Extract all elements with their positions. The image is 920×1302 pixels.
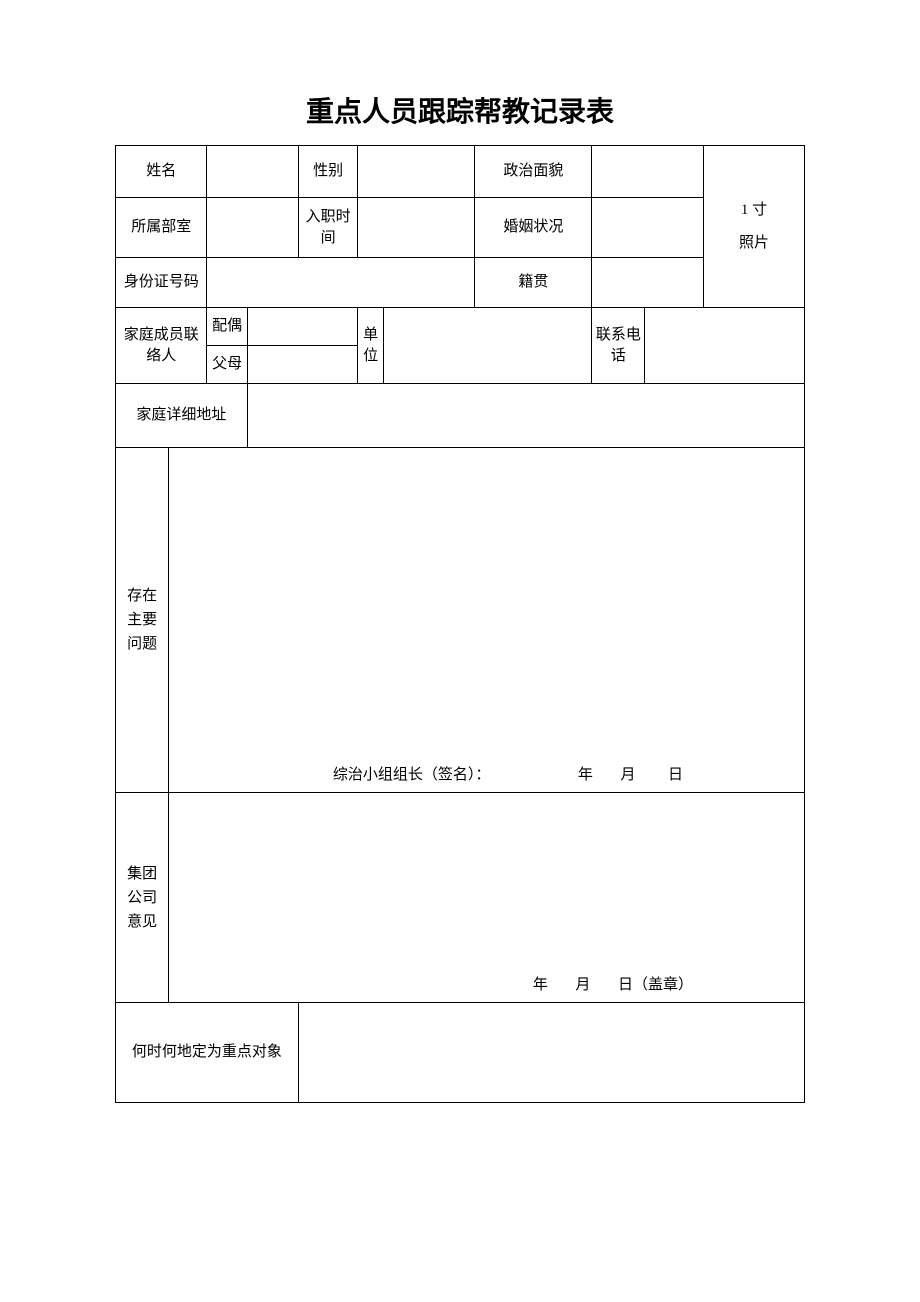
label-spouse: 配偶 bbox=[207, 308, 247, 346]
value-main-issues bbox=[169, 448, 805, 753]
page-title: 重点人员跟踪帮教记录表 bbox=[115, 90, 805, 130]
value-department bbox=[207, 198, 298, 258]
label-key-target: 何时何地定为重点对象 bbox=[116, 1003, 299, 1103]
photo-cell: 1 寸 照片 bbox=[703, 146, 804, 308]
sig-label: 综治小组组长（签名）： bbox=[333, 767, 491, 783]
seal-month: 月 bbox=[575, 977, 590, 993]
sig-month: 月 bbox=[620, 767, 635, 783]
label-department: 所属部室 bbox=[116, 198, 207, 258]
label-marital: 婚姻状况 bbox=[475, 198, 592, 258]
record-table: 姓名 性别 政治面貌 1 寸 照片 所属部室 入职时 间 婚姻状况 身份证号 bbox=[115, 145, 805, 1103]
seal-day: 日（盖章） bbox=[618, 977, 693, 993]
label-family-contact: 家庭成员联 络人 bbox=[116, 308, 207, 384]
label-origin: 籍贯 bbox=[475, 258, 592, 308]
label-id-number: 身份证号码 bbox=[116, 258, 207, 308]
sig-year: 年 bbox=[578, 767, 593, 783]
company-seal-line: 年 月 日（盖章） bbox=[169, 963, 805, 1003]
label-unit: 单位 bbox=[358, 308, 384, 384]
seal-year: 年 bbox=[533, 977, 548, 993]
value-gender bbox=[358, 146, 475, 198]
value-company-opinion bbox=[169, 793, 805, 963]
value-origin bbox=[592, 258, 704, 308]
value-address bbox=[247, 384, 804, 448]
label-company-opinion: 集团 公司 意见 bbox=[116, 793, 169, 1003]
label-parents: 父母 bbox=[207, 346, 247, 384]
value-unit bbox=[383, 308, 591, 384]
label-entry-time: 入职时 间 bbox=[298, 198, 358, 258]
sig-day: 日 bbox=[668, 767, 683, 783]
group-leader-signature-line: 综治小组组长（签名）： 年 月 日 bbox=[169, 753, 805, 793]
value-phone bbox=[645, 308, 805, 384]
value-political bbox=[592, 146, 704, 198]
label-gender: 性别 bbox=[298, 146, 358, 198]
label-political: 政治面貌 bbox=[475, 146, 592, 198]
value-spouse bbox=[247, 308, 358, 346]
value-key-target bbox=[298, 1003, 804, 1103]
label-main-issues: 存在 主要 问题 bbox=[116, 448, 169, 793]
value-entry-time bbox=[358, 198, 475, 258]
value-id-number bbox=[207, 258, 475, 308]
value-marital bbox=[592, 198, 704, 258]
photo-label-2: 照片 bbox=[739, 235, 769, 251]
photo-label-1: 1 寸 bbox=[741, 202, 767, 218]
label-name: 姓名 bbox=[116, 146, 207, 198]
label-phone: 联系电 话 bbox=[592, 308, 645, 384]
value-parents bbox=[247, 346, 358, 384]
value-name bbox=[207, 146, 298, 198]
label-address: 家庭详细地址 bbox=[116, 384, 248, 448]
